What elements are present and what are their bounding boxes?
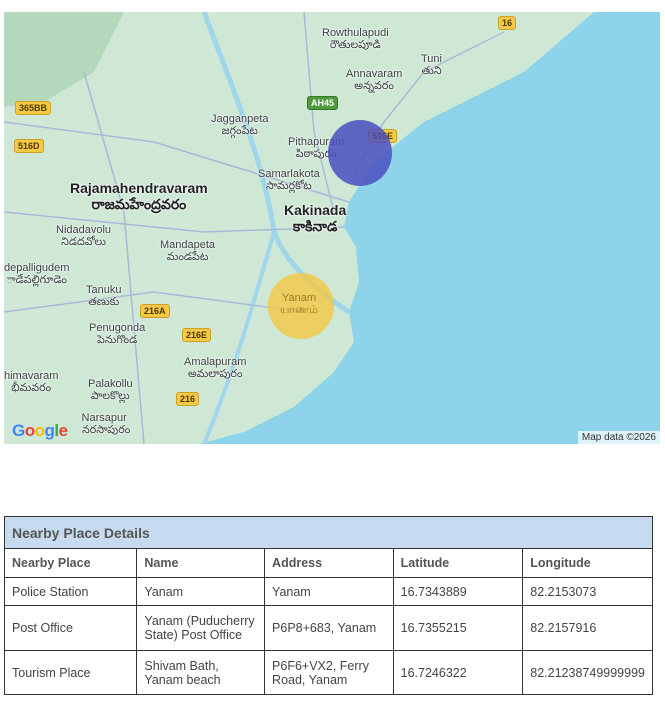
place-bhimavaram: himavaram భీమవరం bbox=[4, 370, 59, 394]
place-mandapeta: Mandapeta మండపేట bbox=[160, 239, 216, 263]
map[interactable]: Rowthulapudi రౌతులపూడి Tuni తుని Annavaram… bbox=[4, 12, 660, 444]
highway-shield-16: 16 bbox=[498, 16, 517, 30]
forest bbox=[4, 12, 124, 107]
river-branch bbox=[202, 231, 276, 444]
table-row: Tourism Place Shivam Bath, Yanam beach P… bbox=[3, 650, 653, 695]
place-tadepalligudem: depalligudemాడేపల్లిగూడెం bbox=[4, 262, 70, 286]
place-narsapur: Narsapur నరసాపురం bbox=[81, 412, 131, 436]
col-nearby-place: Nearby Place bbox=[3, 548, 138, 578]
cell-latitude: 16.7246322 bbox=[392, 650, 524, 695]
cell-latitude: 16.7355215 bbox=[392, 605, 524, 651]
place-yanam: Yanam யாணம் bbox=[280, 292, 319, 316]
table-header-row: Nearby Place Name Address Latitude Longi… bbox=[3, 548, 653, 578]
place-tanuku: Tanuku తణుకు bbox=[86, 284, 122, 308]
cell-address: Yanam bbox=[264, 577, 394, 606]
place-penugonda: Penugonda పెనుగొండ bbox=[89, 322, 146, 346]
place-jagganpeta: Jagganpeta జగ్గంపేట bbox=[211, 113, 269, 137]
highway-shield-ah45: AH45 bbox=[307, 96, 339, 110]
highway-shield-216a: 216A bbox=[140, 304, 170, 318]
highway-shield-216: 216 bbox=[176, 392, 200, 406]
cell-latitude: 16.7343889 bbox=[392, 577, 524, 606]
cell-longitude: 82.21238749999999 bbox=[522, 650, 653, 695]
cell-place: Police Station bbox=[3, 577, 138, 606]
place-samarlakota: Samarlakota సామర్లకోట bbox=[258, 168, 320, 192]
col-address: Address bbox=[264, 548, 394, 578]
google-logo: Google bbox=[12, 421, 68, 440]
highway-shield-516d: 516D bbox=[14, 139, 44, 153]
place-nidadavolu: Nidadavolu నిడదవోలు bbox=[56, 224, 112, 248]
cell-name: Yanam bbox=[136, 577, 266, 606]
table-title: Nearby Place Details bbox=[4, 516, 653, 549]
col-latitude: Latitude bbox=[392, 548, 524, 578]
cell-address: P6P8+683, Yanam bbox=[264, 605, 394, 651]
roads bbox=[4, 12, 505, 444]
place-kakinada: Kakinada కాకినాడ bbox=[284, 202, 347, 234]
cell-longitude: 82.2153073 bbox=[522, 577, 653, 606]
place-tuni: Tuni తుని bbox=[421, 53, 442, 77]
col-name: Name bbox=[136, 548, 266, 578]
place-rajamahendravaram: Rajamahendravaram రాజమహేంద్రవరం bbox=[70, 180, 208, 212]
marker-circle-pithapuram[interactable] bbox=[328, 120, 392, 186]
cell-place: Tourism Place bbox=[3, 650, 138, 695]
place-amalapuram: Amalapuram అమలాపురం bbox=[184, 356, 247, 380]
marker-circle-yanam[interactable] bbox=[268, 273, 334, 339]
cell-address: P6F6+VX2, Ferry Road, Yanam bbox=[264, 650, 394, 695]
highway-shield-216e: 216E bbox=[182, 328, 212, 342]
cell-place: Post Office bbox=[3, 605, 138, 651]
cell-name: Yanam (Puducherry State) Post Office bbox=[136, 605, 266, 651]
place-annavaram: Annavaram అన్నవరం bbox=[346, 68, 403, 92]
map-attribution[interactable]: Map data ©2026 bbox=[577, 431, 660, 444]
place-palakollu: Palakollu పాలకొల్లు bbox=[88, 378, 133, 402]
col-longitude: Longitude bbox=[522, 548, 653, 578]
cell-longitude: 82.2157916 bbox=[522, 605, 653, 651]
nearby-place-table: Nearby Place Details Nearby Place Name A… bbox=[3, 516, 653, 695]
highway-shield-365bb: 365BB bbox=[15, 101, 52, 115]
place-rowthulapudi: Rowthulapudi రౌతులపూడి bbox=[322, 27, 389, 51]
table-row: Post Office Yanam (Puducherry State) Pos… bbox=[3, 605, 653, 651]
cell-name: Shivam Bath, Yanam beach bbox=[136, 650, 266, 695]
table-row: Police Station Yanam Yanam 16.7343889 82… bbox=[3, 577, 653, 606]
